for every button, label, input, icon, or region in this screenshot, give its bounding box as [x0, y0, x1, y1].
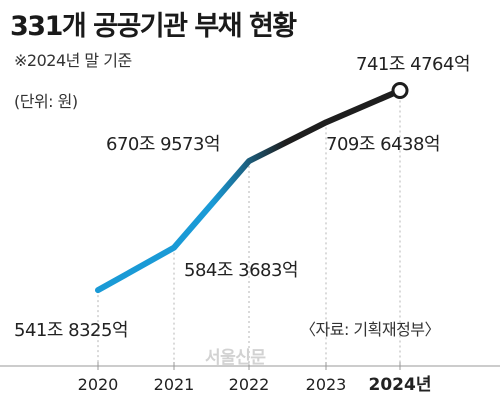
end-point-marker [391, 82, 409, 100]
guide-lines [97, 90, 401, 366]
chart-title: 331개 공공기관 부채 현황 [10, 11, 297, 42]
data-label: 741조 4764억 [356, 54, 470, 75]
data-label: 541조 8325억 [14, 320, 128, 341]
data-label: 584조 3683억 [184, 260, 298, 281]
watermark-text: 서울신문 [205, 348, 266, 368]
x-tick-label: 2024년 [369, 375, 432, 395]
x-axis-ticks: 2020 2021 2022 2023 2024년 [78, 362, 432, 395]
series-line [95, 87, 403, 294]
x-tick-label: 2023 [306, 375, 347, 394]
x-tick-label: 2020 [78, 375, 119, 394]
chart-subtitle: ※2024년 말 기준 [14, 51, 132, 70]
unit-note: (단위: 원) [14, 92, 78, 111]
data-labels: 541조 8325억 584조 3683억 670조 9573억 709조 6438억… [14, 54, 471, 341]
x-tick-label: 2022 [229, 375, 270, 394]
data-label: 670조 9573억 [106, 134, 220, 155]
data-label: 709조 6438억 [326, 134, 440, 155]
x-tick-label: 2021 [154, 375, 195, 394]
source-note: 〈자료: 기획재정부〉 [300, 320, 441, 339]
